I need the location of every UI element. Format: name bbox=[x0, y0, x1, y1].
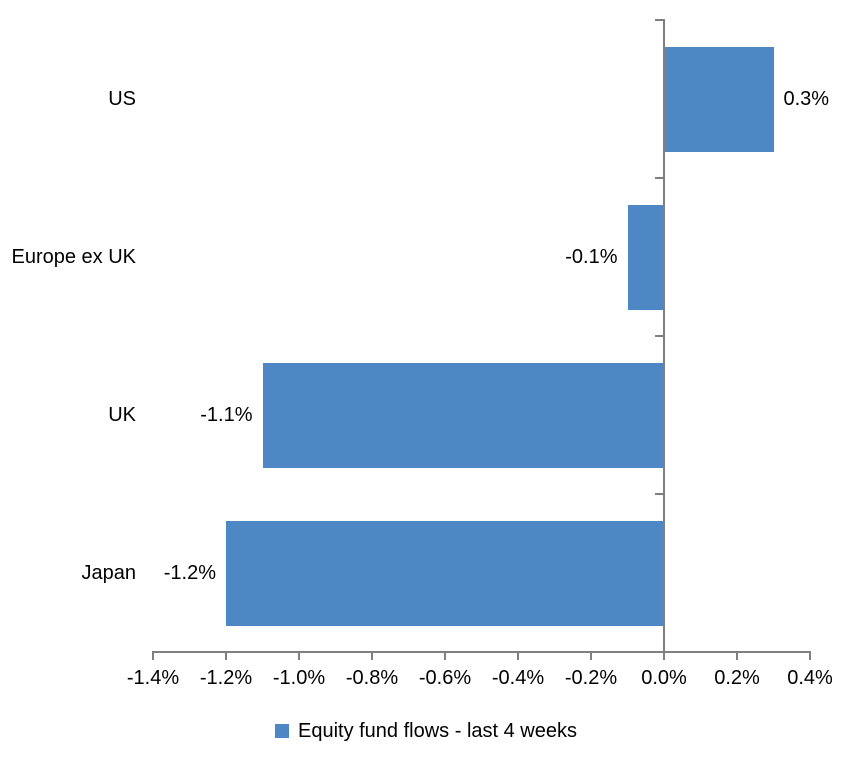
category-tick bbox=[655, 335, 664, 337]
bar-europe-ex-uk bbox=[627, 204, 664, 310]
x-axis-tick bbox=[152, 651, 154, 660]
legend: Equity fund flows - last 4 weeks bbox=[0, 718, 852, 744]
category-label-japan: Japan bbox=[81, 562, 137, 584]
x-axis-tick-label: -1.4% bbox=[126, 667, 180, 689]
x-axis-tick-label: -1.2% bbox=[199, 667, 253, 689]
x-axis-line bbox=[152, 651, 811, 653]
category-label-europe-ex-uk: Europe ex UK bbox=[11, 246, 136, 268]
x-axis-tick-label: 0.2% bbox=[714, 667, 760, 689]
x-axis-tick bbox=[371, 651, 373, 660]
category-label-us: US bbox=[108, 88, 136, 110]
x-axis-tick bbox=[444, 651, 446, 660]
category-tick bbox=[655, 177, 664, 179]
category-label-uk: UK bbox=[108, 404, 136, 426]
x-axis-tick bbox=[298, 651, 300, 660]
value-label-uk: -1.1% bbox=[200, 404, 253, 426]
x-axis-tick bbox=[736, 651, 738, 660]
x-axis-tick-label: 0.4% bbox=[787, 667, 833, 689]
x-axis-tick bbox=[590, 651, 592, 660]
x-axis-tick bbox=[663, 651, 665, 660]
legend-label: Equity fund flows - last 4 weeks bbox=[297, 720, 577, 742]
category-tick bbox=[655, 493, 664, 495]
bar-uk bbox=[262, 362, 664, 468]
x-axis-tick bbox=[225, 651, 227, 660]
x-axis-tick-label: -0.6% bbox=[418, 667, 472, 689]
x-axis-tick-label: -0.8% bbox=[345, 667, 399, 689]
x-axis-tick-label: -1.0% bbox=[272, 667, 326, 689]
bar-us bbox=[664, 46, 774, 152]
category-tick bbox=[655, 19, 664, 21]
x-axis-tick-label: -0.2% bbox=[564, 667, 618, 689]
value-label-us: 0.3% bbox=[783, 88, 830, 110]
value-label-europe-ex-uk: -0.1% bbox=[565, 246, 618, 268]
x-axis-tick-label: 0.0% bbox=[641, 667, 687, 689]
x-axis-tick bbox=[517, 651, 519, 660]
bar-japan bbox=[226, 520, 664, 626]
x-axis-tick-label: -0.4% bbox=[491, 667, 545, 689]
value-label-japan: -1.2% bbox=[163, 562, 216, 584]
legend-swatch bbox=[274, 724, 289, 738]
x-axis-tick bbox=[809, 651, 811, 660]
